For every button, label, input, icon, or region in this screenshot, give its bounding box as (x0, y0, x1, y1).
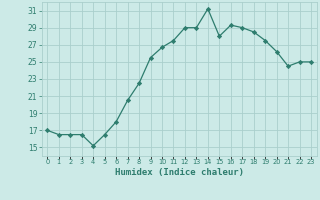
X-axis label: Humidex (Indice chaleur): Humidex (Indice chaleur) (115, 168, 244, 177)
